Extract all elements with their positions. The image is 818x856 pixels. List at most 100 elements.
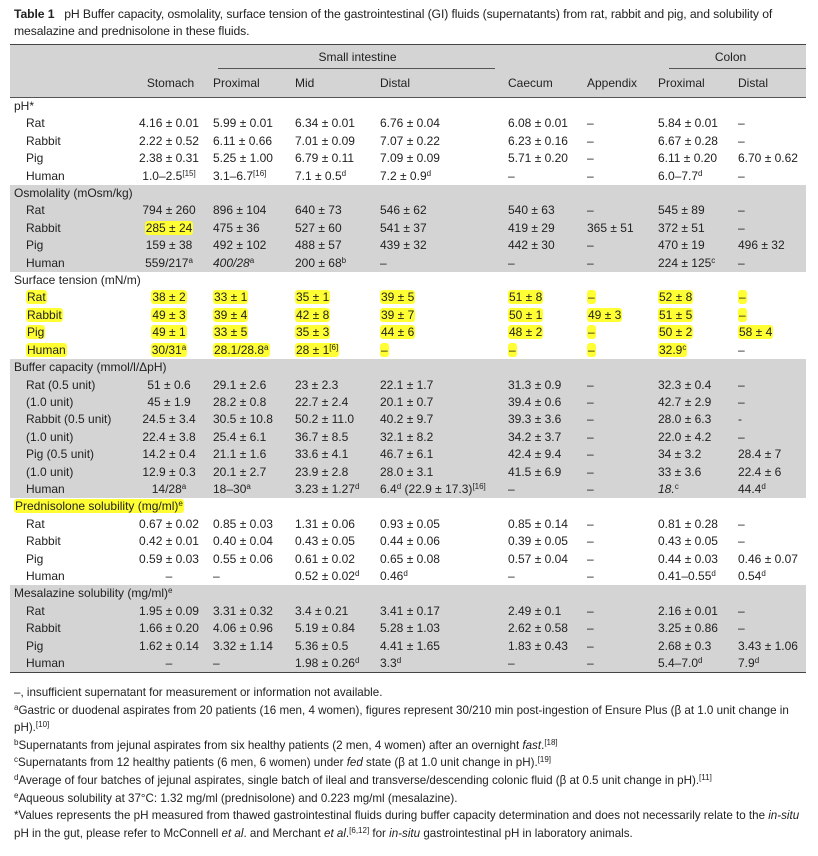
table-cell: – [738,621,745,636]
table-cell: 40.2 ± 9.7 [380,412,434,427]
table-cell: – [508,481,515,496]
table-section: Buffer capacity (mmol/l/ΔpH) Rat (0.5 uni… [10,359,807,499]
table-cell: – [587,429,594,444]
table-cell: 1.31 ± 0.06 [295,516,355,531]
row-label: Pig (0.5 unit) [26,447,95,462]
table-section: Osmolality (mOsm/kg) Rat 794 ± 260 896 ± 10… [10,185,807,273]
table-row: Rabbit 49 ± 3 39 ± 4 42 ± 8 39 ± 7 50 ± 1 49 ±… [10,307,806,324]
column-header [10,68,128,98]
table-cell: 0.65 ± 0.08 [380,551,440,566]
table-section: pH* Rat 4.16 ± 0.01 5.99 ± 0.01 6.34 ± 0.01 6… [10,98,806,186]
table-cell: – [587,638,594,653]
table-cell: 32.1 ± 8.2 [380,429,434,444]
table-cell: 50 ± 2 [655,324,735,341]
table-cell: – [377,342,505,359]
table-cell: 0.85 ± 0.03 [213,516,273,531]
highlight-mark: 33 ± 1 [213,290,249,305]
table-cell: – [735,289,806,306]
table-cell: 7.2 ± 0.9d [380,168,432,183]
table-cell: 1.95 ± 0.09 [139,603,199,618]
table-cell: 6.67 ± 0.28 [658,133,718,148]
table-cell: – [738,429,745,444]
table-cell: 1.62 ± 0.14 [139,638,199,653]
table-cell: 794 ± 260 [142,203,196,218]
section-title: Prednisolone solubility (mg/ml)e [10,498,806,515]
table-cell: – [584,324,655,341]
highlight-mark: 38 ± 2 [151,290,187,305]
table-cell: 58 ± 4 [735,324,806,341]
table-cell: – [587,481,594,496]
table-cell: 1.66 ± 0.20 [139,621,199,636]
section-title: pH* [14,99,35,113]
table-cell: – [587,516,594,531]
table-cell: 7.01 ± 0.09 [295,133,355,148]
table-cell: 2.38 ± 0.31 [139,151,199,166]
table-cell: 6.76 ± 0.04 [380,116,440,131]
highlight-mark: 35 ± 1 [295,290,331,305]
table-cell: 36.7 ± 8.5 [295,429,349,444]
table-section: Mesalazine solubility (mg/ml)e Rat 1.95 ± … [10,585,807,673]
table-row: Pig 1.62 ± 0.14 3.32 ± 1.14 5.36 ± 0.5 4.41 … [10,638,806,655]
table-cell: 0.46 ± 0.07 [738,551,798,566]
highlight-mark: 51 ± 8 [508,290,544,305]
table-cell: 5.25 ± 1.00 [213,151,273,166]
table-cell: 527 ± 60 [295,220,342,235]
caption-text: pH Buffer capacity, osmolality, surface … [14,7,773,38]
table-cell: 559/217a [145,255,193,270]
footnote: aGastric or duodenal aspirates from 20 p… [14,702,789,735]
table-row: Rat 1.95 ± 0.09 3.31 ± 0.32 3.4 ± 0.21 3.41 … [10,603,806,620]
table-cell: – [587,116,594,131]
table-cell: – [587,377,594,392]
table-cell: 20.1 ± 0.7 [380,394,434,409]
table-cell: 488 ± 57 [295,238,342,253]
row-label: (1.0 unit) [26,394,74,409]
highlight-mark: 28 ± 1[6] [295,342,340,357]
highlight-mark: 44 ± 6 [380,325,416,340]
table-cell: – [213,656,220,670]
table-cell: – [508,168,515,183]
highlight-mark: 48 ± 2 [508,325,544,340]
table-cell: – [738,534,745,549]
column-header: Caecum [505,68,584,98]
table-cell: 2.68 ± 0.3 [658,638,712,653]
table-cell: – [587,568,594,583]
table-cell: 372 ± 51 [658,220,705,235]
table-cell: 545 ± 89 [658,203,705,218]
table-row: Rat 794 ± 260 896 ± 104 640 ± 73 546 ± 62 540… [10,202,806,219]
table-cell: – [587,394,594,409]
section-title: Osmolality (mOsm/kg) [14,186,133,201]
row-label: Pig [10,324,128,341]
table-cell: – [738,116,745,131]
table-cell: 23 ± 2.3 [295,377,339,392]
table-cell: 49 ± 3 [128,307,210,324]
table-cell: 23.9 ± 2.8 [295,464,349,479]
highlight-mark: 49 ± 1 [151,325,187,340]
highlight-mark: 285 ± 24 [144,220,194,235]
table-cell: 365 ± 51 [587,220,634,235]
table-cell: 7.9d [738,656,760,670]
table-cell: – [584,342,655,359]
table-cell: – [738,394,745,409]
table-cell: 22.1 ± 1.7 [380,377,434,392]
footnote: –, insufficient supernatant for measurem… [14,686,383,699]
table-cell: 18–30a [213,481,251,496]
table-cell: 39 ± 5 [377,289,505,306]
table-row: Human 559/217a 400/28a 200 ± 68b – – – 224 ± 12… [10,255,806,272]
table-cell: 14/28a [151,481,187,496]
table-cell: – [738,255,745,270]
table-cell: 6.11 ± 0.20 [658,151,718,166]
row-label: Pig [26,151,44,166]
table-row: (1.0 unit) 22.4 ± 3.8 25.4 ± 6.1 36.7 ± 8.5… [10,429,806,446]
row-label: Human [26,656,65,670]
table-cell: 419 ± 29 [508,220,555,235]
table-cell: – [587,447,594,462]
row-label: Rabbit [26,220,61,235]
table-cell: 6.11 ± 0.66 [213,133,273,148]
highlight-mark: 39 ± 7 [380,307,416,322]
table-cell: 0.39 ± 0.05 [508,534,568,549]
table-cell: – [587,133,594,148]
table-cell: 400/28a [213,255,255,270]
highlight-mark: – [508,342,517,357]
highlight-mark: – [738,307,747,322]
table-cell: 24.5 ± 3.4 [142,412,196,427]
